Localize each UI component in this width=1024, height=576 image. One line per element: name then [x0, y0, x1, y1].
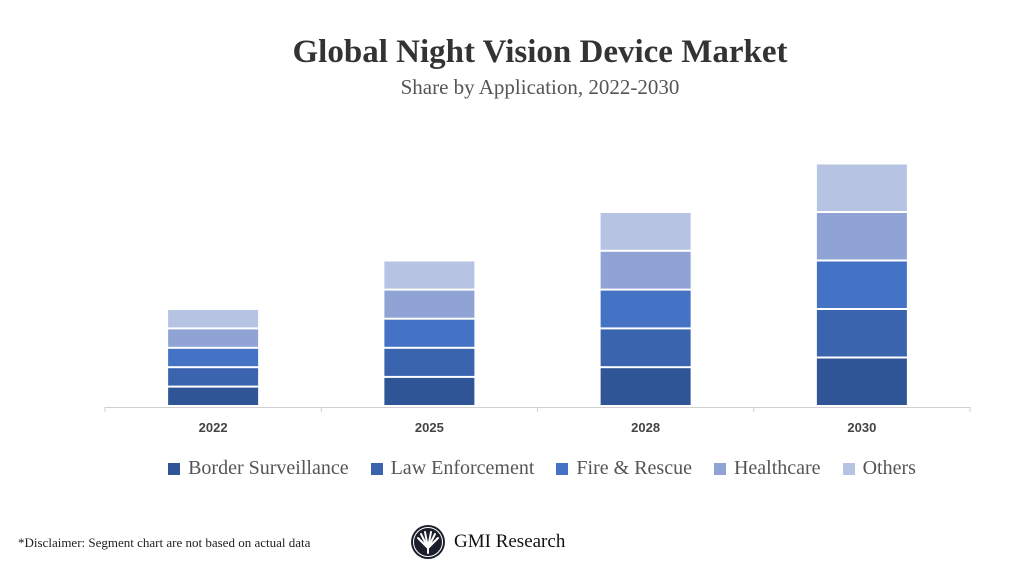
bar-segment-border-surveillance: [600, 368, 691, 405]
bar-segment-fire-rescue: [384, 319, 475, 347]
legend-swatch: [168, 462, 181, 475]
x-tick-label: 2025: [415, 420, 444, 435]
legend-item: Healthcare: [713, 457, 821, 480]
legend-label: Fire & Rescue: [576, 457, 692, 479]
brand-logo: GMI Research: [410, 524, 565, 560]
bar-segment-fire-rescue: [816, 261, 907, 308]
bar-segment-fire-rescue: [168, 348, 259, 367]
legend-item: Border Surveillance: [168, 457, 349, 480]
bar-segment-healthcare: [384, 290, 475, 318]
bar-segment-healthcare: [600, 251, 691, 289]
brand-name: GMI Research: [454, 531, 566, 552]
bar-segment-law-enforcement: [168, 368, 259, 386]
bar-segment-others: [168, 310, 259, 328]
legend-label: Border Surveillance: [188, 457, 349, 479]
legend-swatch: [842, 462, 855, 475]
bar-segment-healthcare: [168, 329, 259, 347]
legend-swatch: [713, 462, 726, 475]
legend-item: Fire & Rescue: [556, 457, 692, 480]
legend-label: Law Enforcement: [390, 457, 535, 479]
legend-item: Others: [842, 457, 916, 480]
bar-segment-law-enforcement: [384, 348, 475, 376]
bar-segment-others: [384, 261, 475, 289]
legend-label: Healthcare: [733, 457, 821, 479]
legend-item: Law Enforcement: [370, 457, 535, 480]
bar-segment-law-enforcement: [600, 329, 691, 367]
stacked-bar-chart: 2022 2025 2028 2030: [104, 164, 971, 435]
bar-segment-healthcare: [816, 213, 907, 260]
disclaimer: *Disclaimer: Segment chart are not based…: [18, 535, 311, 550]
bar-segment-border-surveillance: [816, 358, 907, 405]
chart-title: Global Night Vision Device Market: [292, 34, 788, 70]
legend: Border Surveillance Law Enforcement Fire &…: [0, 457, 1024, 480]
bar-segment-fire-rescue: [600, 290, 691, 328]
bar-segment-border-surveillance: [168, 387, 259, 405]
bar-segment-others: [816, 164, 907, 211]
legend-swatch: [370, 462, 383, 475]
x-tick-label: 2030: [847, 420, 876, 435]
bar-segment-border-surveillance: [384, 377, 475, 405]
legend-swatch: [556, 462, 569, 475]
bar-segment-others: [600, 213, 691, 250]
legend-label: Others: [862, 457, 916, 479]
x-tick-label: 2022: [199, 420, 228, 435]
chart-subtitle: Share by Application, 2022-2030: [400, 75, 680, 99]
bar-segment-law-enforcement: [816, 310, 907, 357]
fan-logo-icon: [411, 525, 445, 559]
x-tick-label: 2028: [631, 420, 660, 435]
